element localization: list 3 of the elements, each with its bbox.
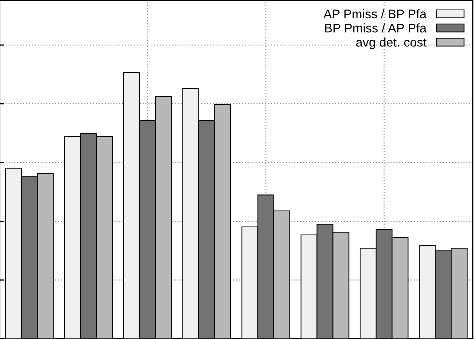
legend-label: AP Pmiss / BP Pfa xyxy=(324,9,427,19)
legend-label: avg det. cost xyxy=(356,38,427,50)
legend-label: BP Pmiss / AP Pfa xyxy=(325,24,427,33)
